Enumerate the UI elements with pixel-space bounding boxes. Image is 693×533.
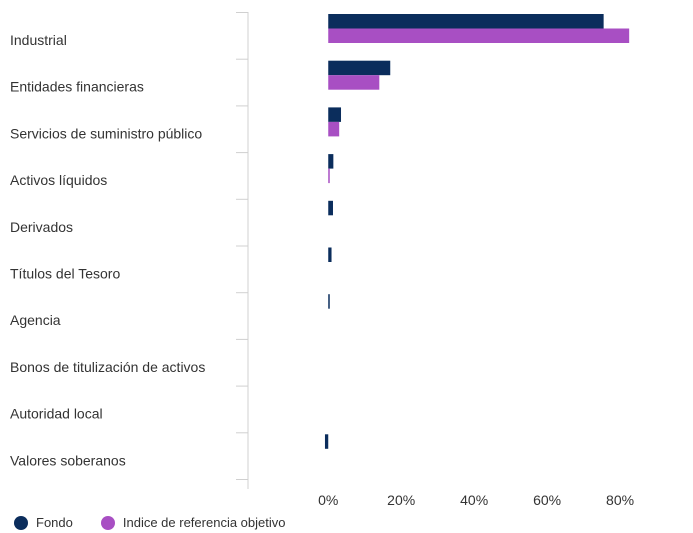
category-label-valores-soberanos: Valores soberanos [10, 452, 126, 468]
bar-fondo-derivados[interactable] [328, 200, 333, 216]
axis-layer [236, 12, 249, 489]
category-label-entidades-financieras: Entidades financieras [10, 79, 144, 95]
legend-label-fondo: Fondo [36, 515, 73, 530]
category-label-titulos-del-tesoro: Títulos del Tesoro [10, 266, 120, 282]
bars-layer [324, 14, 630, 449]
legend-item-fondo[interactable]: Fondo [14, 515, 73, 530]
bar-fondo-agencia[interactable] [328, 294, 330, 309]
x-tick-label-40: 40% [460, 492, 488, 508]
x-tick-label-20: 20% [387, 492, 415, 508]
category-label-servicios-de-suministro-publico: Servicios de suministro público [10, 125, 202, 141]
category-label-derivados: Derivados [10, 219, 73, 235]
bar-indice-de-referencia-objetivo-servicios-de-suministro-publico[interactable] [328, 121, 340, 137]
legend-label-indice: Indice de referencia objetivo [122, 515, 286, 530]
legend-swatch-fondo [14, 515, 28, 530]
legend: Fondo Indice de referencia objetivo [14, 515, 313, 530]
category-label-agencia: Agencia [10, 312, 61, 328]
bar-fondo-activos-liquidos[interactable] [328, 154, 334, 169]
bar-fondo-industrial[interactable] [328, 14, 604, 29]
bar-fondo-servicios-de-suministro-publico[interactable] [328, 107, 342, 122]
category-label-bonos-de-titulizacion-de-activos: Bonos de titulización de activos [10, 359, 205, 375]
x-tick-label-0: 0% [318, 492, 338, 508]
legend-item-indice[interactable]: Indice de referencia objetivo [100, 515, 286, 530]
legend-swatch-indice [100, 515, 115, 530]
bar-fondo-titulos-del-tesoro[interactable] [328, 247, 332, 263]
category-label-industrial: Industrial [10, 32, 67, 48]
category-label-autoridad-local: Autoridad local [10, 406, 103, 422]
bar-fondo-valores-soberanos[interactable] [324, 434, 329, 449]
labels-layer: Industrial Entidades financieras Servicios… [10, 32, 634, 508]
x-tick-label-80: 80% [606, 492, 634, 508]
bar-indice-de-referencia-objetivo-activos-liquidos[interactable] [328, 168, 330, 184]
bar-indice-de-referencia-objetivo-industrial[interactable] [328, 28, 630, 44]
category-label-activos-liquidos: Activos líquidos [10, 172, 107, 188]
x-tick-label-60: 60% [533, 492, 561, 508]
bar-fondo-entidades-financieras[interactable] [328, 60, 391, 76]
bar-indice-de-referencia-objetivo-entidades-financieras[interactable] [328, 75, 380, 90]
